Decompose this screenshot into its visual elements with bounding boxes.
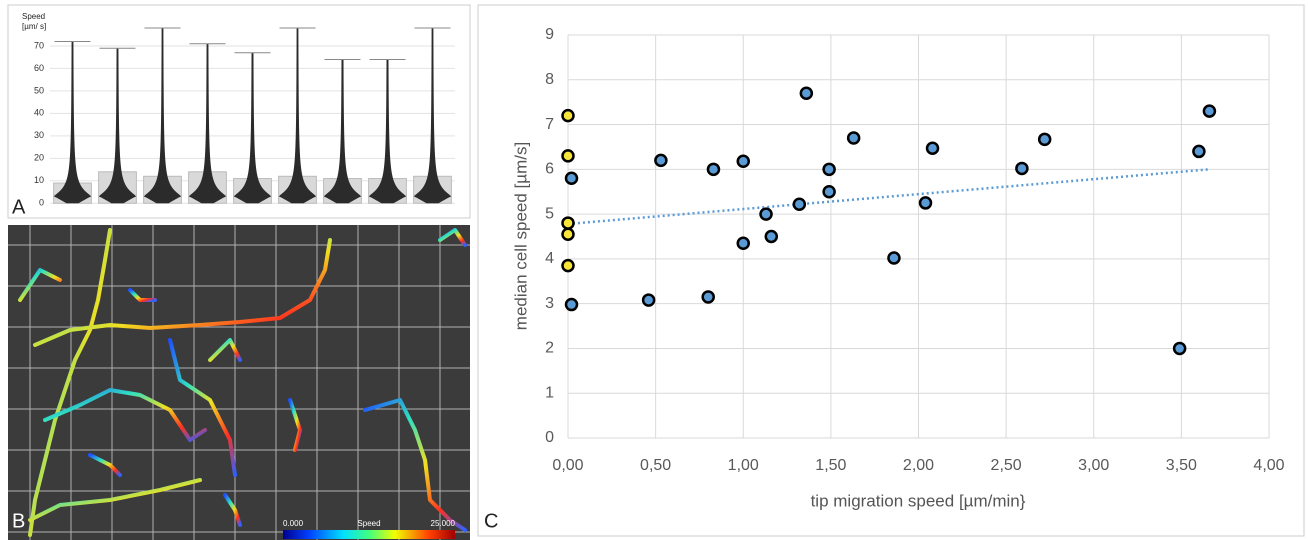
y-axis-title: Speed [22, 12, 45, 21]
point [564, 297, 579, 312]
panel-c-frame [477, 4, 1305, 537]
y-tick-label: 8 [545, 71, 554, 88]
point [792, 197, 807, 212]
violin [323, 59, 362, 204]
point [564, 171, 579, 186]
violin [413, 27, 452, 204]
y-tick-label: 9 [545, 26, 554, 43]
y-tick-label: 4 [545, 250, 554, 267]
point [561, 149, 575, 163]
violin [188, 43, 227, 204]
violin [278, 27, 317, 204]
y-tick-label: 70 [34, 40, 44, 50]
point [799, 86, 814, 100]
point [918, 196, 933, 210]
point [1037, 132, 1052, 147]
colorbar-title: Speed [357, 519, 380, 528]
y-axis-title: [µm/ s] [22, 22, 46, 31]
point [736, 236, 750, 250]
violin [53, 41, 92, 204]
y-tick-label: 1 [545, 384, 554, 401]
y-tick-label: 10 [34, 175, 44, 185]
point [701, 290, 715, 304]
violin [233, 52, 272, 204]
violin [98, 48, 137, 204]
x-tick-label: 4,00 [1253, 457, 1284, 474]
panel-label: B [12, 510, 25, 532]
colorbar-max: 25.000 [431, 519, 456, 528]
y-tick-label: 6 [545, 161, 554, 178]
panel-label: C [484, 510, 498, 532]
point [561, 216, 575, 230]
point [706, 162, 721, 177]
y-tick-label: 5 [545, 205, 554, 222]
y-tick-label: 40 [34, 108, 44, 118]
panel-label: A [12, 196, 26, 218]
x-tick-label: 2,00 [903, 457, 934, 474]
x-tick-label: 1,00 [728, 457, 759, 474]
x-tick-label: 0,00 [552, 457, 583, 474]
point [822, 184, 836, 199]
y-tick-label: 60 [34, 63, 44, 73]
y-tick-label: 50 [34, 85, 44, 95]
point [1202, 104, 1217, 118]
y-tick-label: 30 [34, 130, 44, 140]
point [925, 141, 940, 156]
point [887, 251, 901, 265]
y-tick-label: 20 [34, 153, 44, 163]
trendline [567, 168, 1210, 226]
x-tick-label: 3,00 [1078, 457, 1109, 474]
colorbar-min: 0.000 [283, 519, 304, 528]
violin [143, 27, 182, 204]
y-tick-label: 2 [545, 340, 554, 357]
point [1172, 341, 1187, 356]
point [736, 154, 750, 169]
point [822, 162, 836, 177]
point [641, 293, 656, 307]
point [654, 153, 668, 168]
point [846, 131, 861, 145]
point [561, 108, 575, 123]
y-tick-label: 0 [545, 429, 554, 446]
x-tick-label: 2,50 [991, 457, 1022, 474]
y-tick-label: 7 [545, 116, 554, 133]
violin [368, 59, 407, 204]
microscopy-image [8, 225, 470, 540]
x-tick-label: 0,50 [640, 457, 671, 474]
y-tick-label: 0 [39, 198, 44, 208]
x-axis-title: tip migration speed [µm/min} [811, 491, 1026, 510]
point [561, 258, 575, 273]
point [759, 207, 773, 221]
point [1015, 161, 1029, 176]
y-tick-label: 3 [545, 295, 554, 312]
y-axis-title: median cell speed [µm/s] [511, 142, 530, 330]
point [764, 229, 779, 244]
point [561, 227, 575, 242]
point [1192, 144, 1206, 159]
x-tick-label: 3,50 [1166, 457, 1197, 474]
x-tick-label: 1,50 [815, 457, 846, 474]
